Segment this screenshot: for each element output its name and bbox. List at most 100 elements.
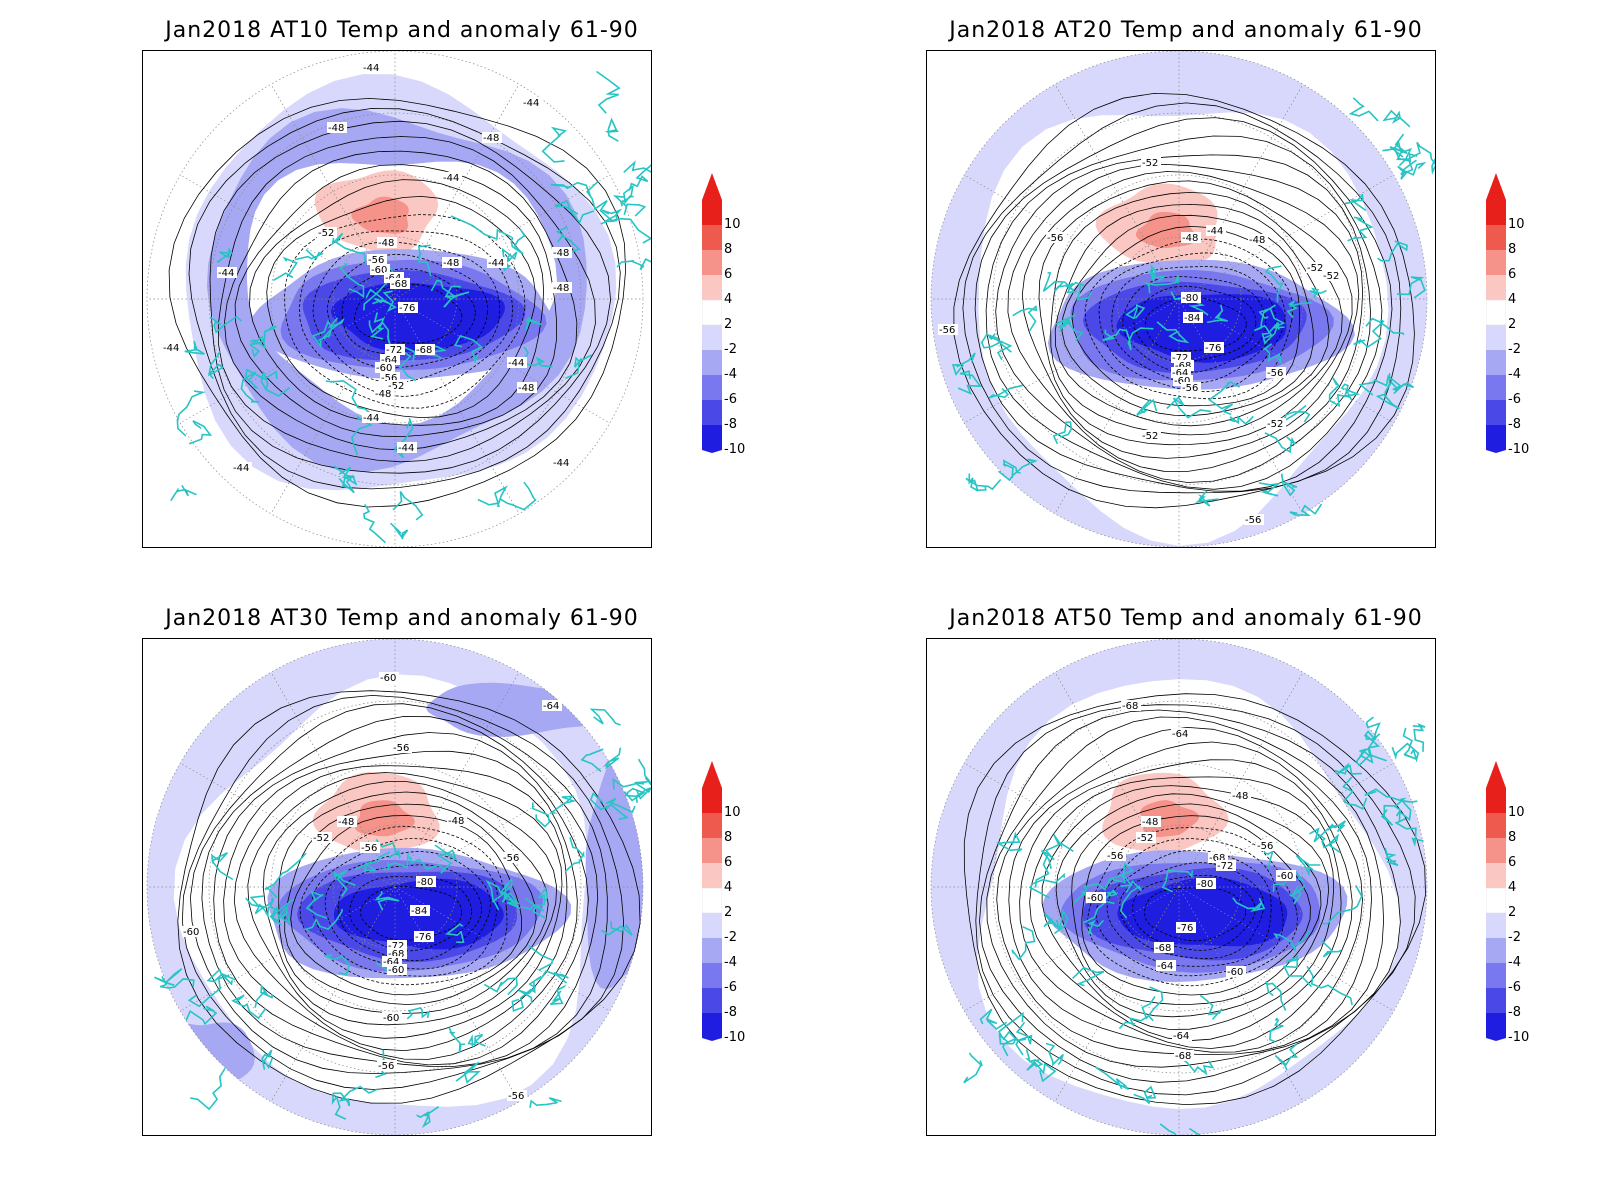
polar-map-canvas: -44-44-48-48-44-52-48-48-44-48-56-60-64-… [146,51,651,547]
contour-label: -44 [363,413,379,424]
colorbar-swatch [702,350,722,375]
panel-at30: Jan2018 AT30 Temp and anomaly 61-90 -60 -6… [142,606,745,1166]
panel-title: Jan2018 AT30 Temp and anomaly 61-90 [165,606,639,631]
contour-label: -64 [1173,1031,1189,1042]
colorbar-swatch [702,913,722,938]
contour-label: -64 [381,355,397,366]
colorbar-swatch [1486,350,1506,375]
contour-label: -68 [416,345,432,356]
contour-label: -48 [328,123,344,134]
contour-label: -48 [448,816,464,827]
contour-label: -56 [368,255,384,266]
colorbar-swatch [702,200,722,225]
colorbar-label: 10 [724,217,741,232]
polar-map: -60 -64 -56 -48 -48 -52 -56 -56 -80 -84 -60 -76 -72-… [142,638,652,1136]
contour-labels: -60-64-56-48 -48-52-56-56-80-84-60-76-72-… [182,672,562,1102]
contour-label: -80 [417,877,433,888]
contour-label: -60 [376,363,392,374]
contour-label: -68 [1209,853,1225,864]
colorbar-label: -2 [724,930,737,945]
polar-map-canvas: -60-64-56-48 -48-52-56-56-80-84-60-76-72-… [146,639,651,1135]
contour-label: -60 [1227,967,1243,978]
temperature-contours [953,92,1415,509]
polar-map: -68 -64 -48 -48 -52 -56 -56 -68 -72 -80 -60 -60 -76-… [926,638,1436,1136]
contour-label: -68 [391,279,407,290]
contour-label: -48 [443,258,459,269]
colorbar-label: -6 [1508,980,1521,995]
panel-at10: Jan2018 AT10 Temp and anomaly 61-90 -44 -4… [142,18,745,578]
contour-label: -60 [380,673,396,684]
contour-label: -44 [1207,226,1223,237]
colorbar-label: 4 [724,292,733,307]
contour-label: -44 [218,268,234,279]
contour-labels: -68-64-48-48-52-56-56 -68-72-80-60-60-76-… [1086,700,1296,1062]
colorbar-label: 8 [1508,830,1517,845]
contour-label: -44 [443,173,459,184]
contour-label: -56 [503,853,519,864]
contour-label: -56 [393,743,409,754]
contour-label: -64 [543,701,559,712]
colorbar-label: 4 [1508,292,1517,307]
contour-label: -56 [361,843,377,854]
colorbar-swatch [1485,887,1507,914]
colorbar-swatch [702,863,722,888]
colorbar-swatch [701,299,723,326]
contour-label: -60 [371,265,387,276]
colorbar-label: -8 [1508,1005,1521,1020]
contour-label: -44 [233,463,249,474]
temperature-contours [177,690,641,1104]
colorbar-swatch [702,275,722,300]
contour-label: -52 [1307,263,1323,274]
contour-label: -68 [1175,1051,1191,1062]
colorbar-label: 6 [1508,855,1517,870]
contour-label: -52 [1323,271,1339,282]
colorbar-label: 2 [1508,317,1517,332]
colorbar-label: -10 [1508,442,1530,457]
colorbar-label: -8 [1508,417,1521,432]
colorbar-swatches [701,761,723,1041]
colorbar-label: 10 [1508,805,1525,820]
contour-label: -48 [1249,235,1265,246]
colorbar-label: -8 [724,417,737,432]
contour-label: -56 [1107,851,1123,862]
colorbar-swatches [701,173,723,453]
contour-label: -52 [388,381,404,392]
contour-label: -52 [1137,833,1153,844]
colorbar-label: -4 [1508,955,1521,970]
panel-title: Jan2018 AT20 Temp and anomaly 61-90 [949,18,1423,43]
contour-label: -72 [386,345,402,356]
contour-label: -56 [1182,383,1198,394]
contour-label: -60 [183,927,199,938]
contour-label: -48 [378,238,394,249]
colorbar-swatch [1486,225,1506,250]
contour-label: -64 [1172,368,1188,379]
contour-label: -56 [508,1091,524,1102]
colorbar-swatch [1486,1013,1506,1038]
contour-label: -64 [1157,961,1173,972]
colorbar-swatch [702,963,722,988]
contour-label: -44 [163,343,179,354]
colorbar-swatch [1486,200,1506,225]
polar-map: -44-44-48-48-44-52-48-48-44-48-56-60-64-… [142,50,652,548]
contour-label: -48 [1142,817,1158,828]
colorbar-label: -6 [724,980,737,995]
contour-label: -52 [1142,431,1158,442]
colorbar-label: 8 [724,242,733,257]
contour-label: -44 [553,458,569,469]
contour-label: -52 [313,833,329,844]
contour-label: -68 [1122,701,1138,712]
colorbar-swatch [1486,863,1506,888]
temperature-contours [168,97,627,508]
colorbar-swatch [702,988,722,1013]
contour-labels: -44-44-48-48-44-52-48-48-44-48-56-60-64-… [162,62,572,474]
colorbar-label: 10 [724,805,741,820]
colorbar-swatch [702,838,722,863]
colorbar-swatch [702,225,722,250]
colorbar-label: -10 [724,442,746,457]
colorbar-swatch [1486,375,1506,400]
contour-label: -56 [1047,233,1063,244]
polar-map: -52 -56 -48 -44 -48 -52 -52 -80 -84 -56 -76 -72 -68-… [926,50,1436,548]
panel-at50: Jan2018 AT50 Temp and anomaly 61-90 -68 -6… [926,606,1529,1166]
graticule [930,639,1428,1135]
polar-map-canvas: -68-64-48-48-52-56-56 -68-72-80-60-60-76-… [930,639,1428,1135]
